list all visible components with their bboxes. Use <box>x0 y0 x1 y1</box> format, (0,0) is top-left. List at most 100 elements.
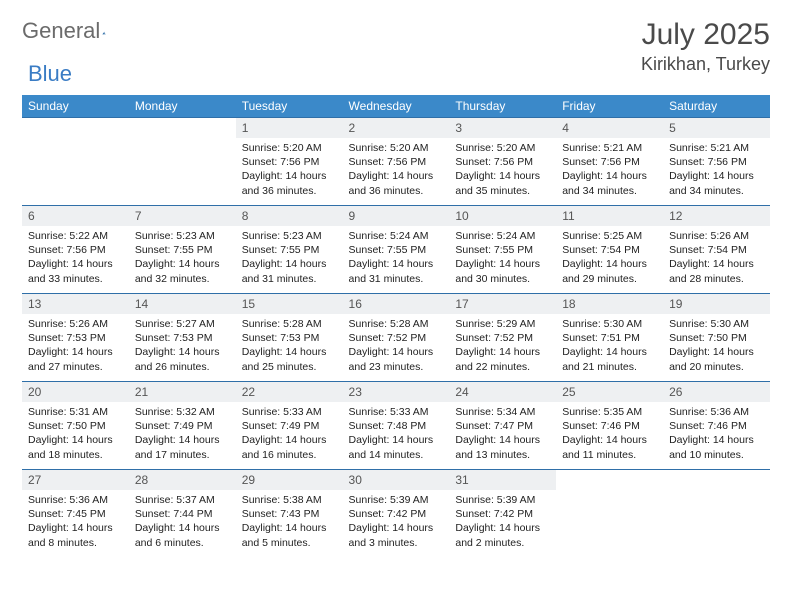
daylight-line: Daylight: 14 hours and 18 minutes. <box>28 433 123 461</box>
day-details: Sunrise: 5:34 AMSunset: 7:47 PMDaylight:… <box>449 402 556 466</box>
daylight-line: Daylight: 14 hours and 16 minutes. <box>242 433 337 461</box>
daylight-line: Daylight: 14 hours and 20 minutes. <box>669 345 764 373</box>
daylight-line: Daylight: 14 hours and 30 minutes. <box>455 257 550 285</box>
weekday-header: Sunday <box>22 95 129 118</box>
brand-sail-icon <box>102 23 106 43</box>
daylight-line: Daylight: 14 hours and 17 minutes. <box>135 433 230 461</box>
sunset-line: Sunset: 7:48 PM <box>349 419 444 433</box>
calendar-day-cell: .. <box>22 118 129 206</box>
daylight-line: Daylight: 14 hours and 23 minutes. <box>349 345 444 373</box>
day-number: 2 <box>343 118 450 138</box>
day-number: 15 <box>236 294 343 314</box>
day-number: 1 <box>236 118 343 138</box>
daylight-line: Daylight: 14 hours and 36 minutes. <box>242 169 337 197</box>
calendar-table: Sunday Monday Tuesday Wednesday Thursday… <box>22 95 770 558</box>
sunset-line: Sunset: 7:56 PM <box>28 243 123 257</box>
daylight-line: Daylight: 14 hours and 29 minutes. <box>562 257 657 285</box>
sunset-line: Sunset: 7:49 PM <box>242 419 337 433</box>
calendar-week-row: 6Sunrise: 5:22 AMSunset: 7:56 PMDaylight… <box>22 206 770 294</box>
day-details: Sunrise: 5:29 AMSunset: 7:52 PMDaylight:… <box>449 314 556 378</box>
location-subtitle: Kirikhan, Turkey <box>641 54 770 75</box>
daylight-line: Daylight: 14 hours and 34 minutes. <box>669 169 764 197</box>
daylight-line: Daylight: 14 hours and 10 minutes. <box>669 433 764 461</box>
day-details: Sunrise: 5:24 AMSunset: 7:55 PMDaylight:… <box>449 226 556 290</box>
sunrise-line: Sunrise: 5:30 AM <box>562 317 657 331</box>
day-number: 12 <box>663 206 770 226</box>
sunrise-line: Sunrise: 5:27 AM <box>135 317 230 331</box>
sunrise-line: Sunrise: 5:21 AM <box>669 141 764 155</box>
daylight-line: Daylight: 14 hours and 6 minutes. <box>135 521 230 549</box>
daylight-line: Daylight: 14 hours and 32 minutes. <box>135 257 230 285</box>
day-number: 11 <box>556 206 663 226</box>
sunset-line: Sunset: 7:46 PM <box>562 419 657 433</box>
sunset-line: Sunset: 7:42 PM <box>349 507 444 521</box>
calendar-day-cell: 4Sunrise: 5:21 AMSunset: 7:56 PMDaylight… <box>556 118 663 206</box>
calendar-day-cell: 10Sunrise: 5:24 AMSunset: 7:55 PMDayligh… <box>449 206 556 294</box>
calendar-day-cell: .. <box>663 470 770 558</box>
daylight-line: Daylight: 14 hours and 8 minutes. <box>28 521 123 549</box>
weekday-header: Wednesday <box>343 95 450 118</box>
day-number: 23 <box>343 382 450 402</box>
calendar-day-cell: 2Sunrise: 5:20 AMSunset: 7:56 PMDaylight… <box>343 118 450 206</box>
title-block: July 2025 Kirikhan, Turkey <box>641 18 770 75</box>
sunrise-line: Sunrise: 5:20 AM <box>242 141 337 155</box>
calendar-week-row: 13Sunrise: 5:26 AMSunset: 7:53 PMDayligh… <box>22 294 770 382</box>
calendar-body: ....1Sunrise: 5:20 AMSunset: 7:56 PMDayl… <box>22 118 770 558</box>
day-number: 28 <box>129 470 236 490</box>
day-number: 3 <box>449 118 556 138</box>
sunset-line: Sunset: 7:52 PM <box>455 331 550 345</box>
calendar-day-cell: 24Sunrise: 5:34 AMSunset: 7:47 PMDayligh… <box>449 382 556 470</box>
sunrise-line: Sunrise: 5:36 AM <box>28 493 123 507</box>
sunrise-line: Sunrise: 5:20 AM <box>455 141 550 155</box>
day-details: Sunrise: 5:25 AMSunset: 7:54 PMDaylight:… <box>556 226 663 290</box>
day-number: 17 <box>449 294 556 314</box>
sunrise-line: Sunrise: 5:24 AM <box>455 229 550 243</box>
daylight-line: Daylight: 14 hours and 31 minutes. <box>349 257 444 285</box>
weekday-header: Saturday <box>663 95 770 118</box>
sunset-line: Sunset: 7:54 PM <box>562 243 657 257</box>
daylight-line: Daylight: 14 hours and 35 minutes. <box>455 169 550 197</box>
daylight-line: Daylight: 14 hours and 25 minutes. <box>242 345 337 373</box>
day-number: 22 <box>236 382 343 402</box>
calendar-day-cell: 22Sunrise: 5:33 AMSunset: 7:49 PMDayligh… <box>236 382 343 470</box>
day-details: Sunrise: 5:36 AMSunset: 7:46 PMDaylight:… <box>663 402 770 466</box>
sunrise-line: Sunrise: 5:20 AM <box>349 141 444 155</box>
day-details: Sunrise: 5:23 AMSunset: 7:55 PMDaylight:… <box>129 226 236 290</box>
day-details: Sunrise: 5:22 AMSunset: 7:56 PMDaylight:… <box>22 226 129 290</box>
day-details: Sunrise: 5:35 AMSunset: 7:46 PMDaylight:… <box>556 402 663 466</box>
month-title: July 2025 <box>641 18 770 52</box>
sunset-line: Sunset: 7:51 PM <box>562 331 657 345</box>
calendar-day-cell: 18Sunrise: 5:30 AMSunset: 7:51 PMDayligh… <box>556 294 663 382</box>
sunrise-line: Sunrise: 5:28 AM <box>349 317 444 331</box>
sunset-line: Sunset: 7:52 PM <box>349 331 444 345</box>
sunset-line: Sunset: 7:50 PM <box>28 419 123 433</box>
sunrise-line: Sunrise: 5:26 AM <box>669 229 764 243</box>
calendar-day-cell: 26Sunrise: 5:36 AMSunset: 7:46 PMDayligh… <box>663 382 770 470</box>
daylight-line: Daylight: 14 hours and 31 minutes. <box>242 257 337 285</box>
weekday-header: Thursday <box>449 95 556 118</box>
sunrise-line: Sunrise: 5:22 AM <box>28 229 123 243</box>
day-number: 14 <box>129 294 236 314</box>
sunrise-line: Sunrise: 5:21 AM <box>562 141 657 155</box>
sunset-line: Sunset: 7:56 PM <box>349 155 444 169</box>
calendar-day-cell: 25Sunrise: 5:35 AMSunset: 7:46 PMDayligh… <box>556 382 663 470</box>
sunset-line: Sunset: 7:47 PM <box>455 419 550 433</box>
weekday-header: Monday <box>129 95 236 118</box>
sunset-line: Sunset: 7:53 PM <box>28 331 123 345</box>
calendar-day-cell: 21Sunrise: 5:32 AMSunset: 7:49 PMDayligh… <box>129 382 236 470</box>
calendar-day-cell: 5Sunrise: 5:21 AMSunset: 7:56 PMDaylight… <box>663 118 770 206</box>
day-number: 18 <box>556 294 663 314</box>
sunrise-line: Sunrise: 5:35 AM <box>562 405 657 419</box>
brand-word-general: General <box>22 18 100 44</box>
sunset-line: Sunset: 7:54 PM <box>669 243 764 257</box>
day-number: 19 <box>663 294 770 314</box>
calendar-header-row: Sunday Monday Tuesday Wednesday Thursday… <box>22 95 770 118</box>
daylight-line: Daylight: 14 hours and 2 minutes. <box>455 521 550 549</box>
day-details: Sunrise: 5:37 AMSunset: 7:44 PMDaylight:… <box>129 490 236 554</box>
sunset-line: Sunset: 7:55 PM <box>135 243 230 257</box>
day-number: 13 <box>22 294 129 314</box>
sunrise-line: Sunrise: 5:39 AM <box>455 493 550 507</box>
daylight-line: Daylight: 14 hours and 34 minutes. <box>562 169 657 197</box>
day-details: Sunrise: 5:28 AMSunset: 7:52 PMDaylight:… <box>343 314 450 378</box>
daylight-line: Daylight: 14 hours and 33 minutes. <box>28 257 123 285</box>
